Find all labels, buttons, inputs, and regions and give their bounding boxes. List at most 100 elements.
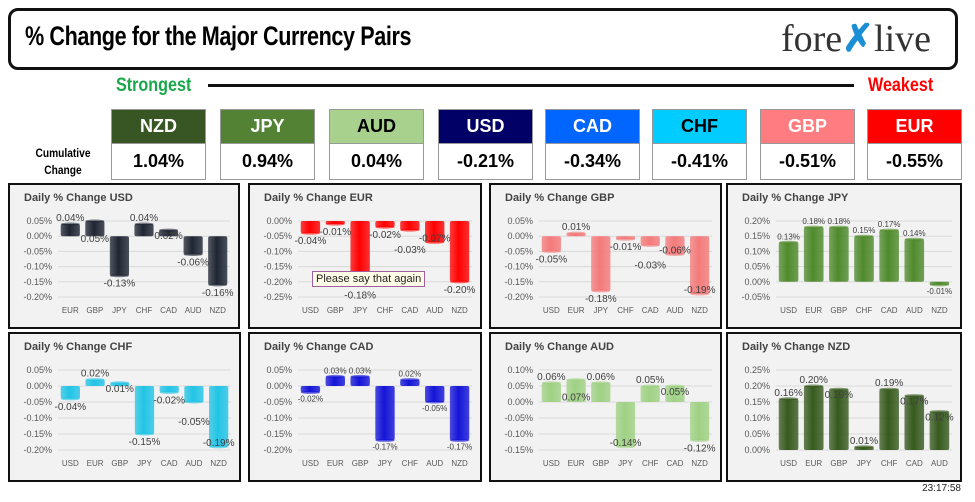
bar-cap	[854, 234, 874, 238]
y-tick-label: -0.10%	[263, 413, 292, 423]
x-tick-label: NZD	[691, 459, 708, 468]
bar	[904, 239, 925, 282]
cumulative-change-value: -0.55%	[867, 144, 962, 180]
data-label: -0.02%	[153, 395, 185, 406]
x-tick-label: EUR	[62, 306, 79, 315]
currency-rank-cad: CAD -0.34%	[545, 109, 640, 180]
bar	[541, 236, 561, 252]
bar-cap	[803, 225, 824, 229]
bar-cap	[904, 237, 925, 241]
bar-cap	[400, 378, 420, 382]
chart-chf: Daily % Change CHF 0.05% 0.00% -0.05% -0.10%…	[8, 332, 241, 482]
cumulative-change-value: 0.04%	[329, 144, 424, 180]
bar	[615, 402, 636, 447]
bar-cap	[375, 438, 395, 442]
bar-cap	[158, 228, 179, 232]
bar	[803, 386, 824, 450]
y-tick-label: -0.15%	[263, 262, 292, 272]
y-tick-label: -0.05%	[263, 397, 292, 407]
y-tick-label: 0.00%	[507, 231, 533, 241]
cumulative-change-value: -0.21%	[438, 144, 533, 180]
bar	[449, 221, 470, 282]
bar-cap	[449, 280, 470, 284]
x-tick-label: EUR	[568, 306, 585, 315]
bar	[803, 227, 824, 282]
bar	[375, 221, 395, 228]
x-tick-label: AUD	[185, 459, 202, 468]
chart-aud: Daily % Change AUD 0.10% 0.05% 0.00% -0.05% -…	[489, 332, 722, 482]
x-tick-label: NZD	[931, 306, 948, 315]
currency-rank-nzd: NZD 1.04%	[111, 109, 206, 180]
chart-usd: Daily % Change USD 0.05% 0.00% -0.05% -0.10%…	[8, 183, 240, 329]
chart-title: Daily % Change CAD	[264, 341, 374, 353]
data-label: -0.05%	[536, 254, 568, 265]
data-label: -0.19%	[203, 438, 235, 449]
bar-cap	[325, 222, 345, 226]
data-label: 0.05%	[661, 387, 689, 398]
x-tick-label: USD	[780, 306, 797, 315]
currency-code: USD	[438, 109, 533, 144]
bar	[158, 230, 179, 237]
data-label: 0.02%	[81, 369, 109, 380]
bar-cap	[110, 381, 130, 385]
y-tick-label: 0.20%	[744, 216, 770, 226]
bar-cap	[665, 384, 685, 388]
x-tick-label: CHF	[617, 306, 634, 315]
bar	[879, 389, 899, 450]
cumulative-change-value: -0.41%	[652, 144, 747, 180]
bar	[425, 386, 445, 402]
bar-cap	[85, 219, 105, 223]
bar-cap	[615, 237, 636, 241]
currency-code: CHF	[652, 109, 747, 144]
bar-cap	[134, 222, 154, 226]
bar	[665, 386, 685, 402]
data-label: -0.01%	[927, 287, 952, 296]
data-label: -0.20%	[444, 285, 476, 296]
forexlive-logo: fore✗live	[780, 18, 931, 60]
bar	[134, 224, 154, 237]
y-tick-label: 0.00%	[26, 381, 52, 391]
bar-cap	[183, 252, 203, 256]
data-label: 0.12%	[925, 413, 953, 424]
data-label: -0.04%	[55, 402, 87, 413]
y-tick-label: -0.20%	[504, 292, 533, 302]
y-tick-label: -0.15%	[263, 429, 292, 439]
data-label: 0.06%	[537, 372, 565, 383]
y-tick-label: 0.00%	[744, 277, 770, 287]
bar-cap	[879, 387, 899, 391]
cumulative-change-value: -0.34%	[545, 144, 640, 180]
y-tick-label: -0.20%	[263, 445, 292, 455]
y-tick-label: 0.00%	[26, 231, 52, 241]
x-tick-label: GBP	[352, 459, 369, 468]
x-tick-label: AUD	[426, 459, 443, 468]
bar-chart: 0.05%0.00%-0.05%-0.10%-0.15%-0.20%USD EUR…	[263, 365, 472, 468]
bar	[829, 389, 849, 450]
bar-cap	[566, 378, 586, 382]
bar-cap	[690, 438, 710, 442]
y-tick-label: 0.05%	[266, 365, 292, 375]
bar-chart: 0.05%0.00%-0.05%-0.10%-0.15%-0.20%USD EUR…	[504, 216, 715, 315]
bar-cap	[300, 231, 321, 235]
bar-chart: 0.10% 0.05% 0.00% -0.05% -0.10% -0.15% USD EUR G…	[504, 365, 715, 468]
data-label: -0.18%	[585, 294, 617, 305]
currency-code: NZD	[111, 109, 206, 144]
y-tick-label: 0.05%	[744, 262, 770, 272]
bar-cap	[425, 400, 445, 404]
x-tick-label: JPY	[618, 459, 633, 468]
currency-rank-eur: EUR -0.55%	[867, 109, 962, 180]
x-tick-label: CHF	[136, 306, 153, 315]
y-tick-label: -0.15%	[23, 429, 52, 439]
data-label: 0.05%	[636, 375, 664, 386]
ranking-divider	[208, 84, 854, 87]
currency-code: JPY	[220, 109, 315, 144]
page-title: % Change for the Major Currency Pairs	[25, 21, 412, 51]
x-tick-label: GBP	[830, 306, 847, 315]
bar	[184, 386, 204, 402]
bar-chart: 0.05%0.00%-0.05%-0.10%-0.15%-0.20%USD EUR…	[23, 365, 235, 468]
x-tick-label: AUD	[906, 306, 923, 315]
bar	[591, 236, 611, 291]
y-tick-label: -0.20%	[23, 445, 52, 455]
data-label: 0.18%	[802, 217, 825, 226]
x-tick-label: NZD	[451, 306, 468, 315]
cumulative-change-value: -0.51%	[760, 144, 855, 180]
